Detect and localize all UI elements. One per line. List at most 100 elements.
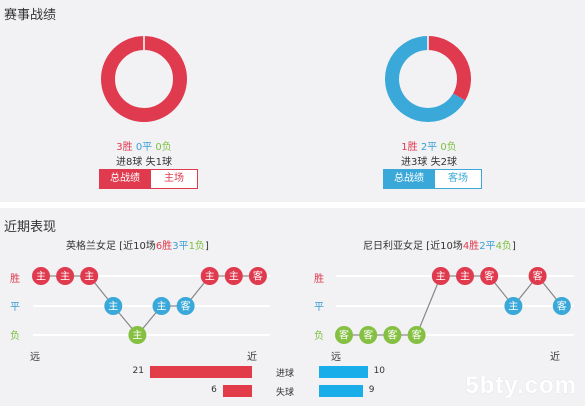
- right-tab-away[interactable]: 客场: [435, 169, 482, 189]
- left-axis-draw: 平: [10, 302, 20, 313]
- right-match-10-marker: [552, 297, 571, 315]
- goals-scored-label: 进球: [276, 369, 295, 379]
- right-draw-count: 2平: [420, 142, 438, 153]
- right-loss-count: 0负: [440, 142, 457, 153]
- left-match-7-venue: 客: [181, 300, 191, 313]
- left-match-4-marker: [104, 297, 123, 315]
- recent-form-chart: 主主主主主主 客主主客客客客客主主客主客客: [32, 267, 574, 344]
- right-match-4-venue: 客: [412, 329, 422, 342]
- left-match-1-venue: 主: [36, 271, 46, 283]
- left-record-tabs: 总战绩 主场: [99, 169, 198, 189]
- left-summary-prefix: [近10场: [116, 241, 156, 252]
- right-match-5-venue: 主: [436, 271, 446, 283]
- left-axis-win: 胜: [10, 274, 20, 285]
- left-match-9-venue: 主: [229, 271, 239, 283]
- left-record-donut: [101, 36, 187, 122]
- right-recent-losses: 4负: [495, 241, 512, 252]
- left-match-5-venue: 主: [132, 330, 142, 342]
- left-recent-draws: 3平: [172, 241, 189, 252]
- left-match-9-marker: [224, 267, 243, 285]
- right-match-7-venue: 客: [484, 270, 494, 283]
- right-tab-total-record[interactable]: 总战绩: [383, 169, 435, 189]
- left-record-goals: 进8球 失1球: [74, 153, 214, 168]
- right-match-2-venue: 客: [363, 329, 373, 342]
- right-match-9-marker: [528, 267, 547, 285]
- left-match-5-marker: [128, 326, 147, 344]
- left-match-3-venue: 主: [84, 271, 94, 283]
- right-record-donut: [385, 36, 471, 122]
- right-match-9-venue: 客: [533, 270, 543, 283]
- left-record-wdl: 3胜 0平 0负: [74, 138, 214, 153]
- right-match-2-marker: [359, 326, 378, 344]
- left-match-4-venue: 主: [108, 301, 118, 313]
- right-scored-bar: [319, 366, 368, 378]
- left-donut-win-slice: [101, 36, 187, 122]
- left-team-name: 英格兰女足: [66, 241, 116, 252]
- left-match-1-marker: [32, 267, 50, 285]
- right-match-8-venue: 主: [508, 301, 518, 313]
- right-axis-near: 近: [550, 352, 560, 363]
- left-conceded-bar: [222, 385, 252, 397]
- right-match-7-marker: [480, 267, 499, 285]
- right-match-10-venue: 客: [557, 300, 567, 313]
- right-match-3-marker: [383, 326, 402, 344]
- right-scored-value: 10: [373, 366, 386, 376]
- site-watermark: 5bty.com: [465, 372, 577, 399]
- right-record-goals: 进3球 失2球: [359, 153, 499, 168]
- left-match-8-marker: [200, 267, 219, 285]
- right-axis-loss: 负: [314, 331, 324, 342]
- left-axis-loss: 负: [10, 331, 20, 342]
- left-loss-count: 0负: [155, 142, 172, 153]
- left-match-7-marker: [176, 297, 195, 315]
- right-match-6-venue: 主: [460, 271, 470, 283]
- right-summary-suffix: ]: [511, 241, 516, 252]
- right-team-name: 尼日利亚女足: [363, 241, 423, 252]
- left-axis-far: 远: [30, 352, 40, 363]
- left-draw-count: 0平: [135, 142, 153, 153]
- left-match-3-marker: [80, 267, 99, 285]
- left-scored-bar: [150, 366, 252, 378]
- right-summary-prefix: [近10场: [423, 241, 463, 252]
- right-recent-wins: 4胜: [462, 241, 480, 252]
- right-win-count: 1胜: [401, 142, 418, 153]
- left-axis-near: 近: [247, 352, 257, 363]
- right-axis-win: 胜: [314, 274, 324, 285]
- right-match-8-marker: [504, 297, 523, 315]
- left-match-10-marker: [248, 267, 267, 285]
- right-match-5-marker: [431, 267, 450, 285]
- left-scored-value: 21: [132, 366, 144, 376]
- right-recent-draws: 2平: [479, 241, 496, 252]
- left-goals-for: 进8球: [116, 157, 143, 168]
- right-team-summary: 尼日利亚女足 [近10场4胜2平4负]: [363, 237, 516, 252]
- left-tab-home[interactable]: 主场: [151, 169, 198, 189]
- left-recent-losses: 1负: [188, 241, 205, 252]
- right-goals-against: 失2球: [430, 157, 457, 168]
- record-panel: 赛事战绩: [0, 0, 585, 202]
- left-match-6-venue: 主: [157, 301, 167, 313]
- left-match-8-venue: 主: [205, 271, 215, 283]
- right-record-tabs: 总战绩 客场: [383, 169, 482, 189]
- right-match-6-marker: [456, 267, 474, 285]
- right-axis-draw: 平: [314, 302, 324, 313]
- right-donut-draw-slice: [385, 36, 466, 122]
- left-form-line: [41, 275, 258, 336]
- left-tab-total-record[interactable]: 总战绩: [99, 169, 151, 189]
- right-record-wdl: 1胜 2平 0负: [359, 138, 499, 153]
- left-match-6-marker: [152, 297, 171, 315]
- left-match-10-venue: 客: [253, 270, 263, 283]
- left-win-count: 3胜: [116, 142, 133, 153]
- goals-conceded-label: 失球: [276, 388, 295, 398]
- right-match-3-venue: 客: [387, 329, 397, 342]
- left-conceded-value: 6: [211, 385, 217, 395]
- right-conceded-bar: [319, 385, 363, 397]
- recent-section-title: 近期表现: [4, 220, 57, 235]
- right-match-4-marker: [407, 326, 426, 344]
- right-match-1-marker: [335, 326, 353, 344]
- left-team-summary: 英格兰女足 [近10场6胜3平1负]: [66, 237, 209, 252]
- right-donut-win-slice: [427, 36, 471, 101]
- left-match-2-venue: 主: [60, 271, 70, 283]
- left-recent-wins: 6胜: [155, 241, 173, 252]
- left-match-2-marker: [56, 267, 75, 285]
- right-form-line: [344, 275, 563, 336]
- right-match-1-venue: 客: [339, 329, 349, 342]
